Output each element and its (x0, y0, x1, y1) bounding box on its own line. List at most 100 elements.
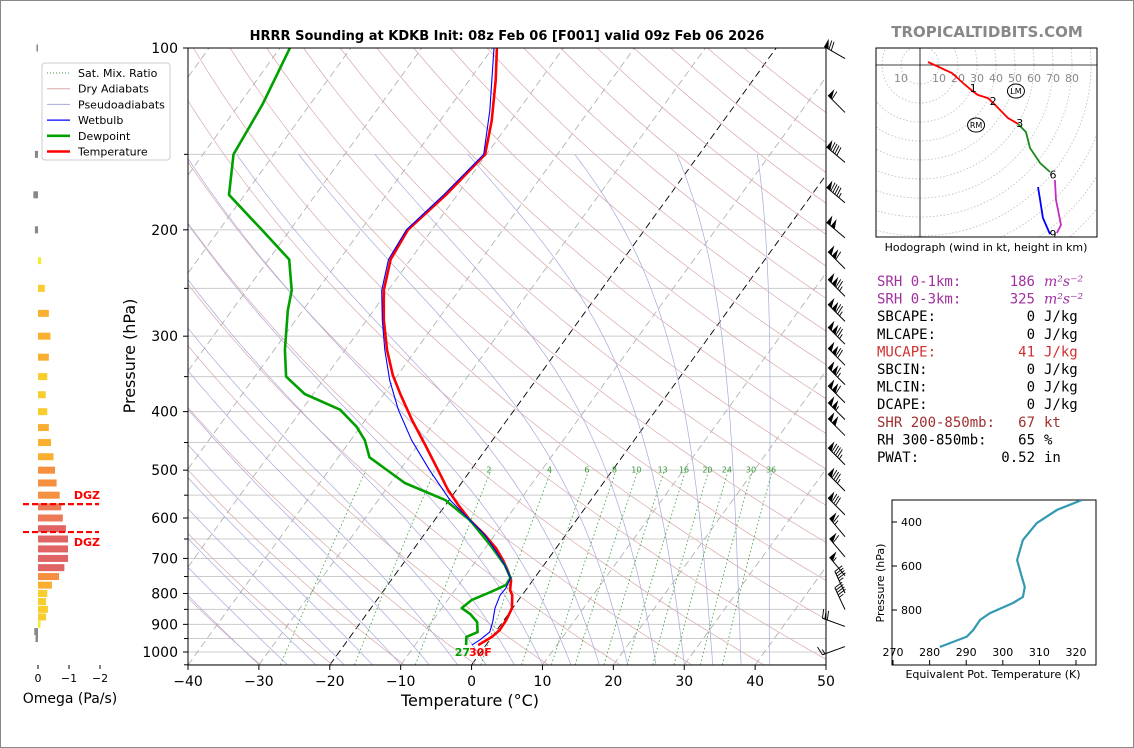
pseudoadiabat-line (188, 408, 430, 665)
stat-label: SHR 200-850mb: (877, 415, 995, 431)
stat-label: DCAPE: (877, 397, 928, 413)
legend-item: Dewpoint (47, 130, 131, 143)
barb-full (834, 185, 840, 195)
barb-staff (822, 646, 846, 656)
pseudoadiabat-line (574, 154, 714, 665)
y-tick-label: 400 (151, 405, 178, 421)
stat-row: MUCAPE: 41 J/kg (877, 344, 1078, 360)
stat-label: SBCIN: (877, 362, 928, 378)
barb-full (835, 347, 842, 357)
stat-value: 186 (1010, 274, 1035, 290)
hodograph-ring-label: 40 (989, 72, 1003, 85)
wind-barb (827, 273, 846, 297)
mixing-ratio-label: 24 (722, 465, 732, 474)
legend-item: Dry Adiabats (47, 83, 149, 96)
mixing-ratio-label: 8 (612, 465, 617, 474)
stat-row: MLCIN: 0 J/kg (877, 380, 1078, 396)
dry-adiabat-line (188, 597, 261, 665)
pseudoadiabat-line (467, 154, 685, 665)
barb-pennant (828, 89, 835, 99)
x-tick-label: −10 (386, 674, 416, 690)
barb-full (835, 447, 841, 456)
pseudoadiabat-line (374, 154, 657, 665)
dry-adiabat-line (339, 48, 826, 470)
barb-full (834, 581, 843, 589)
dgz-label: DGZ (74, 489, 100, 502)
isotherm-line (188, 48, 423, 372)
y-tick-label: 800 (151, 586, 178, 602)
hodograph-height-label: 6 (1050, 168, 1057, 181)
barb-half (832, 557, 837, 562)
barb-full (835, 251, 842, 260)
barb-half (837, 478, 841, 484)
omega-bar (34, 226, 38, 234)
omega-bar (38, 257, 42, 265)
omega-bar (38, 514, 63, 522)
barb-full (822, 609, 825, 619)
skewt-profiles (227, 48, 514, 647)
omega-bar (38, 545, 69, 553)
barb-staff (827, 347, 846, 366)
barb-full (836, 586, 845, 593)
barb-pennant (831, 345, 839, 356)
barb-full (833, 495, 840, 504)
dry-adiabat-line (188, 222, 693, 665)
barb-pennant (828, 320, 835, 331)
barb-half (839, 311, 843, 317)
x-tick-label: 40 (746, 674, 764, 690)
theta-e-frame (891, 499, 1097, 666)
wetbulb-line (381, 48, 512, 646)
x-tick-label: 30 (675, 674, 693, 690)
mixing-ratio-label: 4 (547, 465, 552, 474)
stat-label: MLCIN: (877, 380, 928, 396)
stat-unit: % (1044, 432, 1053, 448)
dry-adiabat-line (413, 48, 826, 400)
barb-pennant (828, 273, 835, 283)
barb-full (832, 514, 840, 523)
dry-adiabat-line (486, 48, 826, 332)
barb-staff (826, 146, 846, 163)
dry-adiabat-line (523, 48, 826, 299)
isotherm-line (542, 272, 826, 665)
omega-bar (38, 491, 60, 499)
stat-row: SBCAPE: 0 J/kg (877, 309, 1078, 325)
pseudoadiabat-line (188, 477, 373, 665)
barb-staff (827, 418, 846, 436)
barb-staff (827, 497, 846, 516)
barb-half (838, 454, 843, 460)
hodograph-rings: 10 10 20 30 40 50 60 70 80 (876, 48, 1097, 237)
pseudoadiabat-line (236, 154, 600, 665)
barb-pennant (826, 180, 833, 191)
wind-barb (817, 646, 846, 656)
skewt-axes-frame (187, 47, 827, 666)
stat-unit: J/kg (1044, 380, 1078, 396)
barb-staff (834, 587, 846, 610)
stat-unit: m²s⁻² (1044, 274, 1083, 290)
mixing-ratio-label: 36 (766, 465, 776, 474)
surface-temperature-label: 30F (469, 646, 492, 659)
mixing-ratio-line (700, 470, 753, 665)
barb-pennant (829, 532, 837, 543)
barb-full (836, 147, 842, 156)
mixing-ratio-line (551, 470, 617, 665)
hodograph-segment-0-3km (927, 61, 1019, 125)
stat-value: 0 (1027, 327, 1035, 343)
mixing-ratio-line (414, 470, 492, 665)
isotherm-line (188, 48, 564, 568)
omega-bar (38, 309, 49, 317)
storm-motion-marker (1006, 83, 1025, 99)
y-tick-label: 900 (151, 617, 178, 633)
wind-barb (827, 89, 846, 113)
barb-full (831, 493, 838, 502)
stat-value: 41 (1018, 344, 1035, 360)
omega-bar (38, 581, 52, 589)
legend-item: Wetbulb (47, 114, 123, 127)
dry-adiabat-line (193, 48, 826, 620)
hodograph-ring-label: 60 (1027, 72, 1041, 85)
pseudoadiabat-line (676, 154, 742, 665)
hodograph-ring-label: 30 (970, 72, 984, 85)
hodograph-ring-label: 80 (1065, 72, 1079, 85)
barb-full (837, 305, 843, 315)
barb-pennant (828, 441, 835, 452)
barb-pennant (831, 365, 839, 376)
